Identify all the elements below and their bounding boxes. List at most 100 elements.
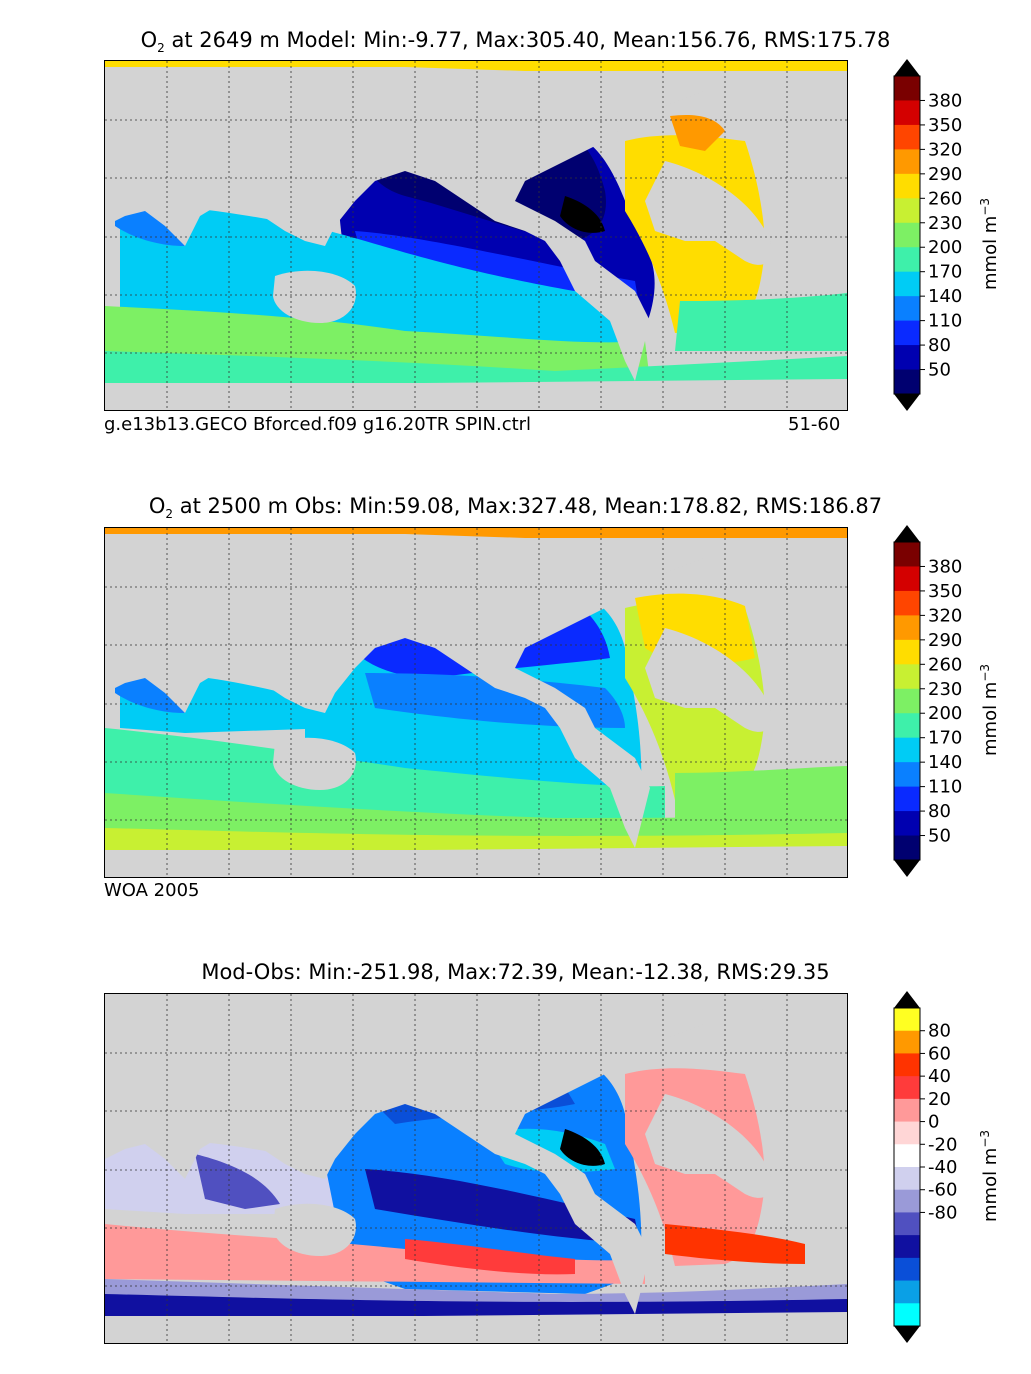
panel2-colorbar-tick-label: 230 [928, 679, 962, 700]
panel1-colorbar-extend-bottom [894, 394, 920, 411]
panel2-colorbar-segment [894, 615, 920, 641]
panel3-unit-sup: −3 [978, 1129, 992, 1148]
panel1-colorbar-tick-label: 350 [928, 115, 962, 136]
panel1-unit-sup: −3 [978, 197, 992, 216]
panel2-africa-mask [645, 628, 772, 732]
panel2-colorbar: 380 350 320 290 260 230 200 170 140 110 80 50 [893, 525, 962, 877]
panel1-title-sub: 2 [157, 41, 165, 56]
panel3-colorbar-segment [894, 1144, 920, 1168]
panel2-unit-main: mmol m [980, 681, 1001, 756]
panel1-title: O2 at 2649 m Model: Min:-9.77, Max:305.4… [0, 28, 1031, 55]
panel3-southatlantic-red [665, 1224, 805, 1264]
panel3-gridlines [105, 994, 847, 1343]
panel1-colorbar: 380 350 320 290 260 230 200 170 140 110 80 50 [893, 59, 962, 411]
panel3-unit-main: mmol m [980, 1147, 1001, 1222]
panel2-colorbar-segment [894, 786, 920, 812]
panel1-southern-teal [105, 351, 847, 383]
panel3-colorbar-tick-label: 40 [928, 1066, 951, 1087]
panel3-colorbar-segment [894, 1030, 920, 1054]
panel1-land-north [105, 61, 847, 381]
panel1-colorbar-segment [894, 345, 920, 371]
panel1-colorbar-tick-label: 80 [928, 335, 951, 356]
panel3-indian-center [195, 1154, 280, 1209]
panel2-colorbar-segment [894, 566, 920, 592]
panel3-colorbar-segment [894, 1121, 920, 1145]
panel2-unit-sup: −3 [978, 663, 992, 682]
panel1-antarctica [105, 379, 847, 410]
panel2-map-svg [105, 528, 847, 877]
panel1-title-prefix: O [140, 28, 158, 52]
panel1-colorbar-tick-label: 260 [928, 188, 962, 209]
panel3-colorbar-tick-label: 60 [928, 1043, 951, 1064]
panel2-colorbar-tick-label: 200 [928, 703, 962, 724]
panel1-caption-left: g.e13b13.GECO Bforced.f09 g16.20TR SPIN.… [104, 414, 532, 435]
panel2-colorbar-segment [894, 811, 920, 837]
panel3-colorbar-tick-label: -60 [928, 1180, 957, 1201]
panel3-southern-red [405, 1239, 575, 1275]
panel2-colorbar-segment [894, 639, 920, 665]
panel3-colorbar-extend-bottom [894, 1326, 920, 1343]
panel3-anomaly-black [560, 1129, 605, 1166]
panel3-map [104, 993, 848, 1344]
panel2-colorbar-segment [894, 688, 920, 714]
panel2-colorbar-tick-label: 380 [928, 556, 962, 577]
panel2-title-rest: at 2500 m Obs: Min:59.08, Max:327.48, Me… [173, 494, 883, 518]
panel1-southatlantic [675, 293, 847, 351]
panel3-colorbar-tick-label: -40 [928, 1157, 957, 1178]
panel2-map [104, 527, 848, 878]
panel2-title: O2 at 2500 m Obs: Min:59.08, Max:327.48,… [0, 494, 1031, 521]
panel1-colorbar-extend-top [894, 59, 920, 76]
panel1-labrador [670, 114, 725, 151]
panel1-colorbar-segment [894, 247, 920, 273]
panel3-colorbar-segment [894, 1053, 920, 1077]
panel3-colorbar-segment [894, 1167, 920, 1191]
panel3-title-rest: Mod-Obs: Min:-251.98, Max:72.39, Mean:-1… [201, 960, 830, 984]
panel2-colorbar-tick-label: 110 [928, 777, 962, 798]
panel1-colorbar-frame [893, 75, 921, 395]
panel3-map-svg [105, 994, 847, 1343]
panel3-southern-navy [105, 1294, 847, 1316]
panel3-pacific-band [365, 1169, 640, 1244]
panel2-title-prefix: O [148, 494, 166, 518]
panel2-colorbar-tick-label: 290 [928, 630, 962, 651]
panel1-map-svg [105, 61, 847, 410]
panel1-africa-mask [645, 161, 772, 265]
panel2-arctic [105, 528, 847, 538]
panel2-land-north [105, 528, 847, 848]
panel1-colorbar-segment [894, 149, 920, 175]
panel1-colorbar-segment [894, 222, 920, 248]
panel1-unit-main: mmol m [980, 215, 1001, 290]
panel3-colorbar-segment [894, 1235, 920, 1259]
panel2-gridlines [105, 528, 847, 877]
panel1-colorbar-segment [894, 198, 920, 224]
panel3-colorbar-segment [894, 1189, 920, 1213]
panel2-colorbar-tick-label: 80 [928, 801, 951, 822]
panel1-colorbar-segment [894, 76, 920, 101]
panel2-colorbar-frame [893, 541, 921, 861]
panel3-colorbar-segment [894, 1303, 920, 1327]
panel2-antarctica [105, 846, 847, 877]
panel3-colorbar-segment [894, 1008, 920, 1032]
panel2-southatlantic [675, 766, 847, 818]
panel1-caption-right: 51-60 [788, 414, 841, 435]
panel1-australia [273, 270, 356, 323]
panel2-australia [273, 737, 356, 790]
panel1-colorbar-segment [894, 296, 920, 322]
panel3-colorbar-segment [894, 1212, 920, 1236]
panel3-colorbar-segment [894, 1098, 920, 1123]
panel3-colorbar-tick-label: -20 [928, 1134, 957, 1155]
panel1-colorbar-segment [894, 124, 920, 150]
panel1-colorbar-segment [894, 100, 920, 126]
panel2-title-sub: 2 [165, 507, 174, 522]
panel3-colorbar-segment [894, 1280, 920, 1304]
panel2-colorbar-tick-label: 140 [928, 752, 962, 773]
panel2-colorbar-segment [894, 762, 920, 788]
panel3-colorbar-tick-label: 0 [928, 1112, 939, 1133]
panel1-colorbar-tick-label: 200 [928, 237, 962, 258]
panel3-land-north [105, 994, 847, 1314]
panel1-colorbar-tick-label: 290 [928, 164, 962, 185]
panel3-australia [273, 1203, 356, 1256]
panel2-southern-yellowgreen [105, 828, 847, 850]
panel1-map [104, 60, 848, 411]
